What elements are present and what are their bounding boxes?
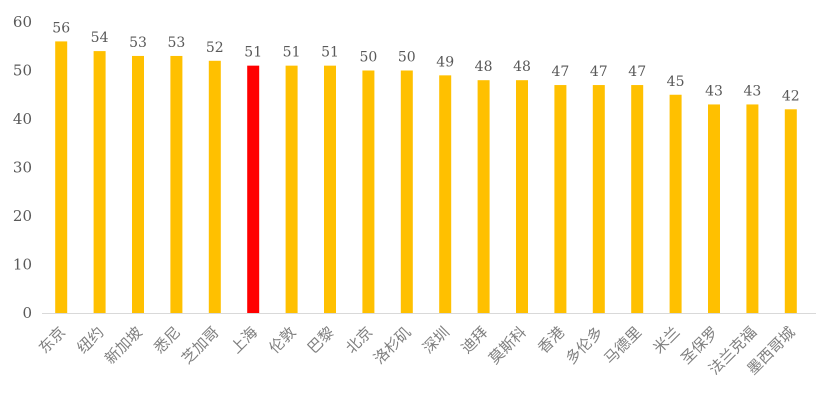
x-tick-label: 多伦多 [562,323,607,368]
x-tick-label: 上海 [227,323,261,357]
x-tick-label: 香港 [534,323,568,357]
data-label: 47 [628,64,646,80]
y-tick-label: 50 [13,62,32,80]
data-label: 53 [167,35,185,51]
bar-19 [746,104,759,313]
data-label: 52 [206,40,224,56]
y-tick-label: 30 [13,159,32,177]
y-tick-label: 60 [13,13,32,31]
data-label: 43 [743,83,761,99]
y-tick-label: 10 [13,256,32,274]
data-label: 50 [359,50,377,66]
data-label: 53 [129,35,147,51]
x-tick-label: 悉尼 [150,323,184,357]
data-label: 47 [590,64,608,80]
bar-17 [669,94,682,313]
data-label: 50 [398,50,416,66]
y-tick-label: 40 [13,110,32,128]
bar-14 [554,85,567,313]
data-label: 48 [475,59,493,75]
bar-13 [516,80,528,313]
x-tick-label: 纽约 [73,323,107,357]
x-tick-label: 北京 [342,323,376,357]
data-label: 49 [436,54,454,70]
x-tick-label: 莫斯科 [485,323,530,368]
bar-4 [170,55,183,313]
data-label: 42 [782,88,800,104]
data-label: 45 [667,74,685,90]
x-tick-label: 东京 [35,323,69,357]
x-tick-label: 新加坡 [101,323,146,368]
data-label: 54 [91,30,109,46]
data-label: 43 [705,83,723,99]
bar-2 [93,51,106,313]
x-tick-label: 芝加哥 [178,323,223,368]
x-tick-label: 马德里 [600,323,645,368]
bar-9 [362,70,375,313]
data-label: 48 [513,59,531,75]
x-tick-label: 米兰 [649,323,683,357]
bar-15 [592,85,605,313]
x-tick-label: 洛杉矶 [370,323,415,368]
data-label: 51 [321,45,339,61]
bar-3 [132,55,144,313]
data-label: 51 [283,45,301,61]
data-label: 56 [52,20,70,36]
bar-1 [55,41,68,314]
bar-18 [708,104,720,313]
bar-11 [439,75,452,313]
data-label: 47 [551,64,569,80]
y-tick-label: 0 [22,304,32,322]
bar-5 [208,60,221,313]
x-tick-label: 深圳 [419,323,453,357]
bar-10 [400,70,413,313]
x-tick-label: 迪拜 [457,323,491,357]
bar-12 [477,80,490,313]
x-tick-label: 巴黎 [304,323,338,357]
data-label: 51 [244,45,262,61]
bar-7 [285,65,298,314]
bar-20 [784,109,797,313]
bar-8 [324,65,336,314]
x-tick-label: 伦敦 [265,323,299,357]
bar-16 [631,85,644,313]
y-tick-label: 20 [13,207,32,225]
bar-6 [247,65,260,314]
